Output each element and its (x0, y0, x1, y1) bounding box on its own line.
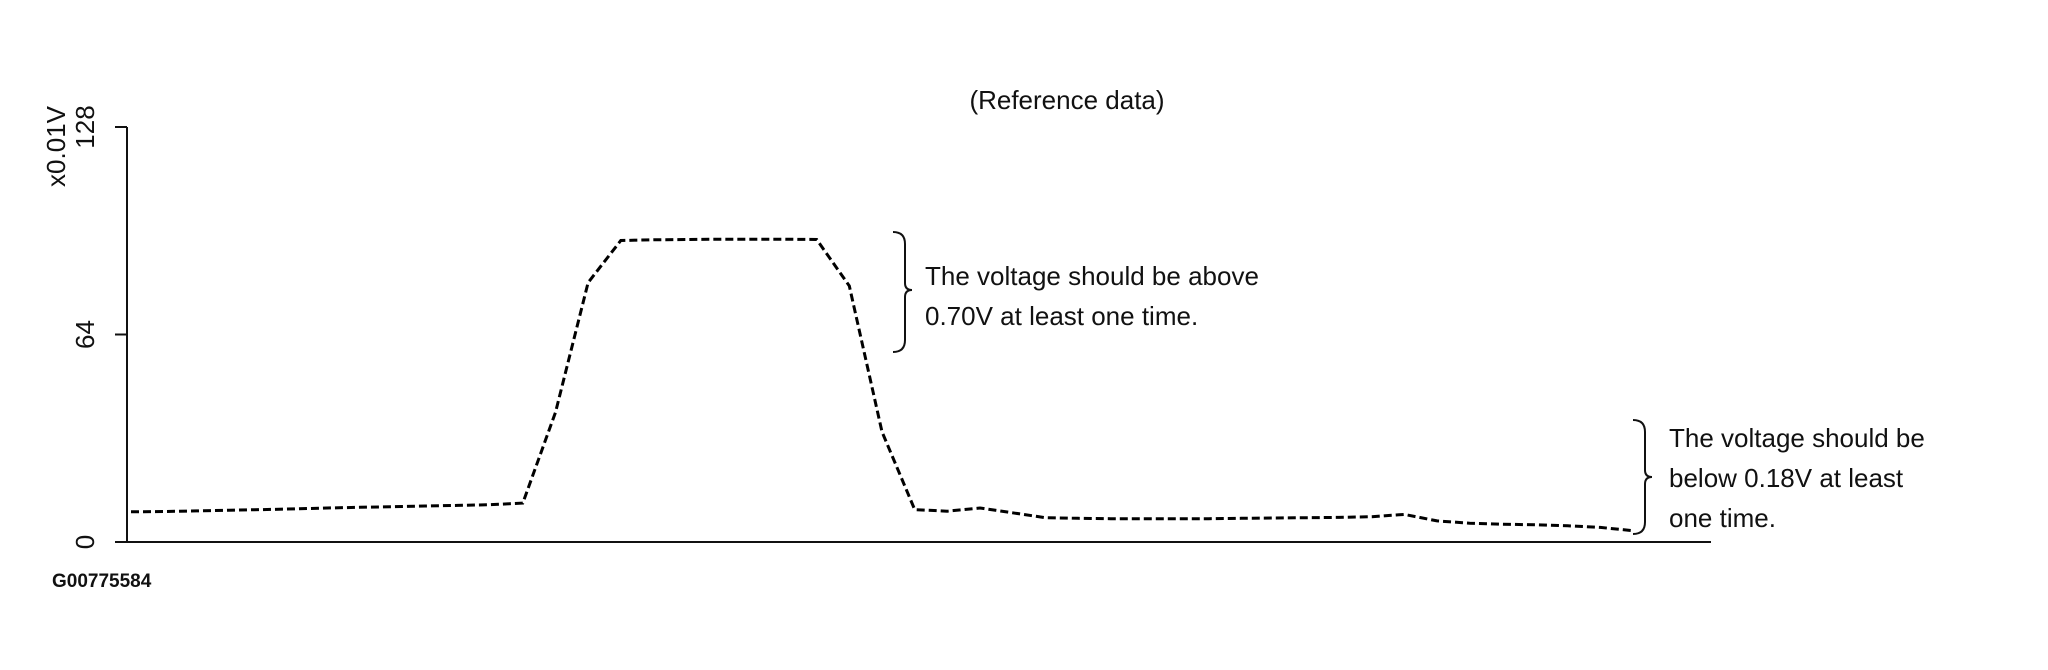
y-tick-label: 0 (70, 535, 100, 549)
chart-title: (Reference data) (969, 85, 1164, 115)
y-tick-label: 64 (70, 320, 100, 349)
y-tick-label: 128 (70, 105, 100, 148)
annotation: The voltage should be above (925, 261, 1259, 291)
annotation: below 0.18V at least (1669, 463, 1904, 493)
figure-code: G00775584 (52, 571, 152, 592)
annotation: one time. (1669, 503, 1776, 533)
annotation: The voltage should be (1669, 423, 1925, 453)
y-axis-label: x0.01V (41, 105, 71, 187)
annotation: 0.70V at least one time. (925, 301, 1198, 331)
brace (1632, 419, 1653, 535)
data-line (130, 237, 1634, 533)
brace (892, 231, 913, 353)
